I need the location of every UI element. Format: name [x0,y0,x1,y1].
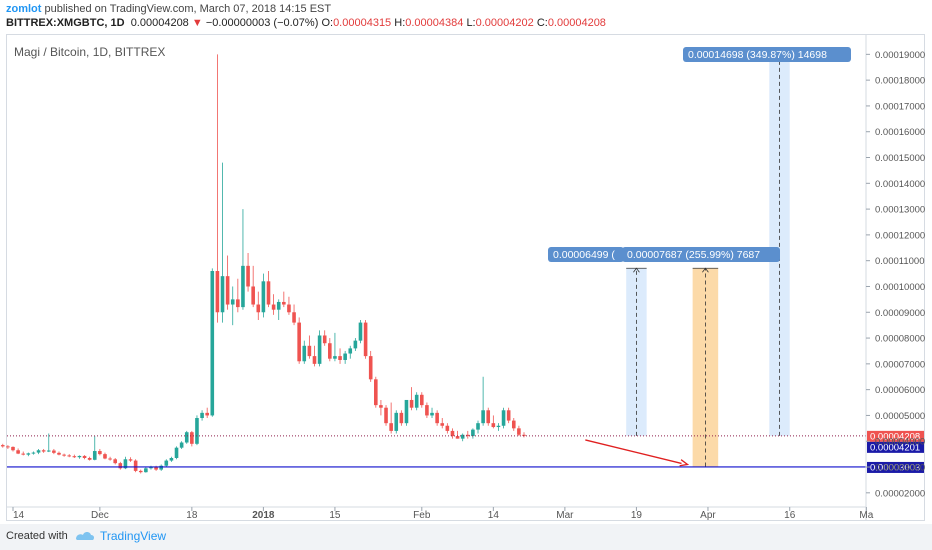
last-price: 0.00004208 [130,17,189,29]
footer: Created with TradingView [0,524,932,550]
author-link[interactable]: zomlot [6,3,42,15]
low-value: 0.00004202 [475,17,534,29]
published-text: published on TradingView.com, March 07, … [44,3,332,15]
close-value: 0.00004208 [547,17,606,29]
low-label: L: [466,17,476,29]
candle-body [0,445,5,447]
high-label: H: [394,17,406,29]
tradingview-logo-icon [76,532,95,540]
open-value: 0.00004315 [333,17,392,29]
chart-title: Magi / Bitcoin, 1D, BITTREX [14,45,166,59]
open-label: O: [321,17,334,29]
chart-frame[interactable] [6,34,925,521]
ohlc-legend: BITTREX:XMGBTC, 1D 0.00004208 ▼ −0.00000… [6,17,606,29]
high-value: 0.00004384 [405,17,464,29]
symbol-interval: BITTREX:XMGBTC, 1D [6,17,125,29]
tradingview-brand[interactable]: TradingView [100,529,167,543]
price-change: −0.00000003 (−0.07%) [205,17,319,29]
publish-info: zomlot published on TradingView.com, Mar… [6,3,331,15]
created-with-text: Created with [6,530,68,542]
down-arrow-icon: ▼ [191,17,203,29]
close-label: C: [536,17,548,29]
